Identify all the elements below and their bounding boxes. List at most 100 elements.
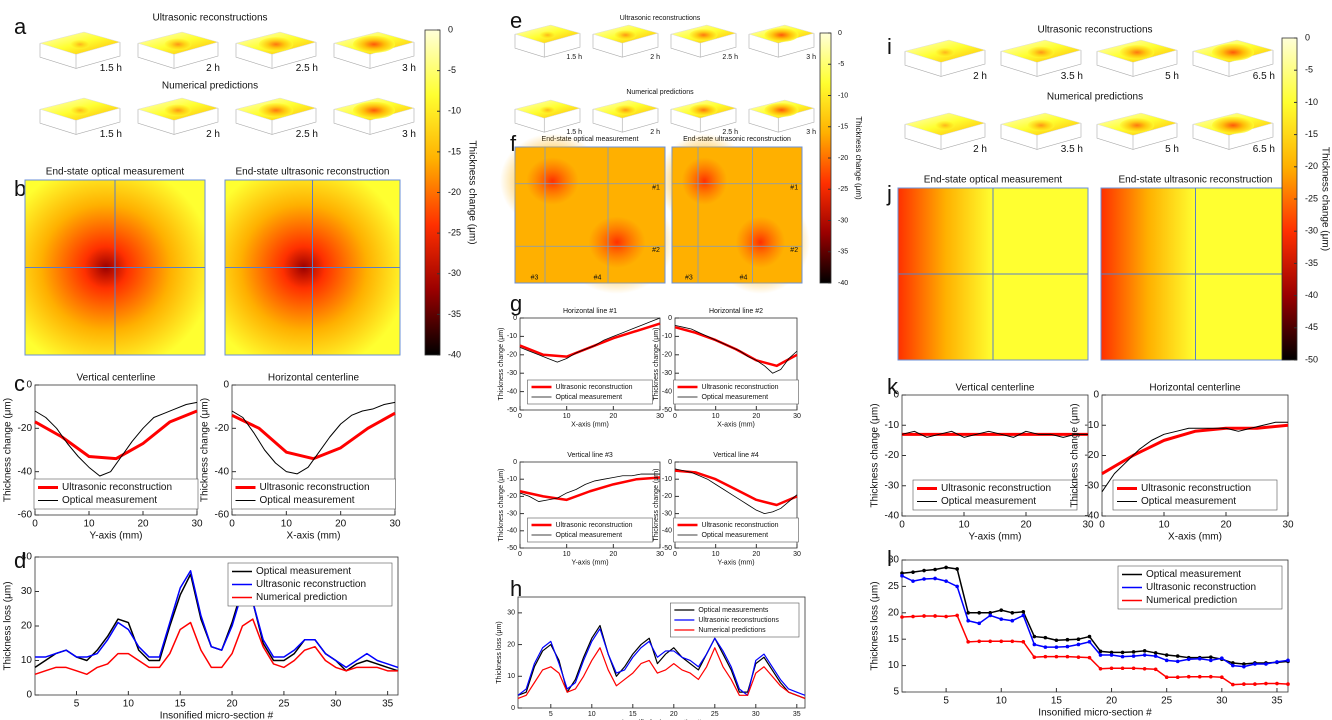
x-tick-label: 0 bbox=[1099, 520, 1105, 531]
y-tick-label: 0 bbox=[1093, 390, 1099, 401]
x-tick-label: 30 bbox=[1282, 520, 1294, 531]
x-tick-label: 20 bbox=[752, 551, 760, 558]
x-axis-label: X-axis (mm) bbox=[1168, 532, 1222, 543]
data-point bbox=[1231, 664, 1235, 668]
x-tick-label: 20 bbox=[335, 519, 347, 530]
time-label: 3 h bbox=[402, 63, 416, 74]
heatmap-blob bbox=[560, 191, 674, 294]
data-point bbox=[1132, 650, 1136, 654]
x-tick-label: 20 bbox=[226, 699, 238, 710]
x-tick-label: 25 bbox=[711, 711, 719, 718]
surface-dip bbox=[689, 29, 717, 41]
x-tick-label: 20 bbox=[670, 711, 678, 718]
y-tick-label: 0 bbox=[513, 459, 517, 466]
y-tick-label: -10 bbox=[662, 333, 672, 340]
chart-title: Vertical centerline bbox=[77, 373, 156, 384]
data-point bbox=[922, 614, 926, 618]
panel-letter: b bbox=[14, 176, 26, 201]
data-point bbox=[933, 577, 937, 581]
data-point bbox=[999, 640, 1003, 644]
data-point bbox=[1121, 655, 1125, 659]
data-point bbox=[1022, 640, 1026, 644]
data-point bbox=[1044, 636, 1048, 640]
legend-label: Optical measurement bbox=[260, 495, 355, 506]
data-point bbox=[966, 640, 970, 644]
time-label: 2 h bbox=[206, 63, 220, 74]
colorbar-tick-label: -5 bbox=[838, 61, 844, 68]
colorbar-tick-label: -45 bbox=[1305, 322, 1318, 332]
x-tick-label: 15 bbox=[1051, 696, 1063, 707]
x-tick-label: 30 bbox=[330, 699, 342, 710]
line-marker: #3 bbox=[685, 274, 693, 281]
x-axis-label: X-axis (mm) bbox=[717, 422, 755, 429]
row-title: Numerical predictions bbox=[1047, 92, 1143, 103]
y-tick-label: 15 bbox=[888, 634, 900, 645]
map-title: End-state optical measurement bbox=[924, 175, 1063, 186]
y-tick-label: -20 bbox=[885, 450, 900, 461]
x-tick-label: 10 bbox=[563, 413, 571, 420]
legend-label: Optical measurement bbox=[256, 566, 351, 577]
time-label: 2 h bbox=[650, 129, 660, 136]
colorbar-tick-label: 0 bbox=[838, 30, 842, 37]
time-label: 3.5 h bbox=[1061, 71, 1083, 82]
time-label: 6.5 h bbox=[1253, 144, 1275, 155]
data-point bbox=[1022, 610, 1026, 614]
colorbar-label: Thickness change (μm) bbox=[1319, 147, 1330, 251]
colorbar-tick-label: -10 bbox=[838, 92, 848, 99]
data-point bbox=[1010, 611, 1014, 615]
surface-dip bbox=[764, 103, 798, 117]
y-tick-label: -20 bbox=[215, 423, 230, 434]
x-tick-label: 0 bbox=[229, 519, 235, 530]
data-point bbox=[977, 622, 981, 626]
chart-title: Horizontal line #2 bbox=[709, 308, 763, 315]
data-point bbox=[1022, 614, 1026, 618]
x-tick-label: 10 bbox=[712, 413, 720, 420]
colorbar-tick-label: 0 bbox=[1305, 32, 1310, 42]
data-point bbox=[977, 611, 981, 615]
colorbar-tick-label: -40 bbox=[1305, 290, 1318, 300]
data-point bbox=[1044, 645, 1048, 649]
row-title: Numerical predictions bbox=[626, 89, 694, 96]
y-tick-label: 30 bbox=[21, 586, 33, 597]
y-axis-label: Thickness change (μm) bbox=[3, 398, 14, 502]
y-tick-label: -10 bbox=[662, 476, 672, 483]
legend-label: Optical measurement bbox=[941, 496, 1036, 507]
x-tick-label: 20 bbox=[1106, 696, 1118, 707]
data-point bbox=[1165, 659, 1169, 663]
x-tick-label: 10 bbox=[281, 519, 293, 530]
legend-label: Optical measurement bbox=[556, 532, 623, 539]
legend-label: Optical measurement bbox=[1141, 496, 1236, 507]
x-axis-label: Y-axis (mm) bbox=[571, 560, 608, 567]
x-tick-label: 5 bbox=[74, 699, 80, 710]
data-point bbox=[1176, 675, 1180, 679]
data-point bbox=[944, 615, 948, 619]
y-axis-label: Thickness loss (μm) bbox=[496, 621, 503, 683]
y-tick-label: 0 bbox=[668, 459, 672, 466]
data-point bbox=[1275, 682, 1279, 686]
colorbar-tick-label: -40 bbox=[448, 349, 461, 359]
panel-letter: c bbox=[14, 371, 25, 396]
data-point bbox=[1242, 665, 1246, 669]
time-label: 3 h bbox=[806, 54, 816, 61]
colorbar-tick-label: -20 bbox=[1305, 161, 1318, 171]
y-tick-label: -40 bbox=[662, 388, 672, 395]
colorbar-tick-label: -30 bbox=[1305, 226, 1318, 236]
data-point bbox=[1264, 682, 1268, 686]
y-tick-label: 0 bbox=[668, 315, 672, 322]
colorbar-label: Thickness change (μm) bbox=[854, 116, 863, 200]
time-label: 2 h bbox=[206, 129, 220, 140]
y-tick-label: -40 bbox=[885, 511, 900, 522]
colorbar-tick-label: -30 bbox=[838, 217, 848, 224]
data-point bbox=[1033, 643, 1037, 647]
x-tick-label: 35 bbox=[793, 711, 801, 718]
colorbar-tick-label: -15 bbox=[448, 146, 461, 156]
surface-dip bbox=[70, 106, 89, 115]
y-tick-label: 40 bbox=[21, 552, 33, 563]
y-tick-label: 10 bbox=[21, 655, 33, 666]
data-point bbox=[966, 619, 970, 623]
legend-label: Ultrasonic reconstruction bbox=[1146, 582, 1256, 593]
data-point bbox=[1286, 659, 1290, 663]
map-title: End-state optical measurement bbox=[46, 167, 185, 178]
x-tick-label: 0 bbox=[899, 520, 905, 531]
x-tick-label: 0 bbox=[518, 413, 522, 420]
